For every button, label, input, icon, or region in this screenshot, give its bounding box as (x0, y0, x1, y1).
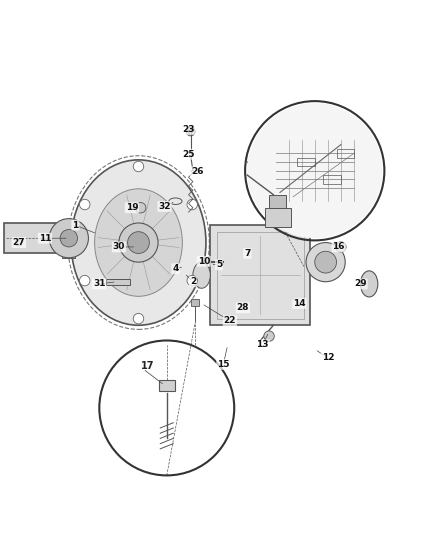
Ellipse shape (95, 189, 182, 296)
Bar (62, 219, 75, 258)
Circle shape (60, 230, 78, 247)
FancyBboxPatch shape (210, 225, 311, 325)
Ellipse shape (71, 160, 206, 325)
Text: 30: 30 (113, 243, 125, 252)
Circle shape (187, 199, 198, 210)
Text: 22: 22 (224, 317, 236, 326)
Text: 14: 14 (293, 299, 306, 308)
Circle shape (80, 276, 90, 286)
Circle shape (15, 239, 22, 246)
Circle shape (127, 232, 149, 254)
Bar (269, 195, 286, 208)
Text: 13: 13 (256, 341, 269, 349)
Text: 27: 27 (13, 238, 25, 247)
Circle shape (133, 313, 144, 324)
Text: 7: 7 (244, 249, 251, 258)
Circle shape (80, 199, 90, 210)
Circle shape (187, 276, 198, 286)
Text: 29: 29 (354, 279, 367, 288)
Bar (217, 232, 304, 319)
Text: 1: 1 (72, 221, 78, 230)
Circle shape (133, 161, 144, 172)
Circle shape (306, 243, 345, 282)
Bar (297, 158, 315, 166)
Circle shape (247, 103, 382, 238)
Text: 26: 26 (191, 167, 204, 176)
Bar (265, 208, 291, 228)
Text: 25: 25 (182, 150, 195, 159)
Text: 12: 12 (321, 353, 334, 362)
FancyBboxPatch shape (4, 223, 64, 254)
Circle shape (135, 203, 146, 213)
Bar (159, 379, 175, 391)
Circle shape (186, 127, 195, 136)
Bar (191, 299, 199, 305)
Text: 15: 15 (217, 360, 230, 369)
Circle shape (49, 219, 88, 258)
Text: 31: 31 (93, 279, 106, 288)
Circle shape (264, 331, 274, 341)
Text: 11: 11 (39, 233, 51, 243)
Circle shape (119, 223, 158, 262)
Text: 2: 2 (190, 277, 196, 286)
Ellipse shape (193, 262, 210, 288)
Circle shape (315, 251, 336, 273)
Circle shape (336, 241, 346, 252)
Text: 28: 28 (237, 303, 249, 312)
Bar (323, 175, 341, 184)
Ellipse shape (360, 271, 378, 297)
Text: 19: 19 (126, 203, 138, 212)
Text: 17: 17 (141, 361, 154, 371)
Text: 32: 32 (159, 202, 171, 211)
Text: 10: 10 (198, 257, 210, 266)
Text: 5: 5 (216, 260, 222, 269)
Bar (106, 279, 130, 285)
Text: 23: 23 (182, 125, 195, 134)
Text: 16: 16 (332, 243, 345, 252)
Text: 4: 4 (172, 264, 179, 273)
Bar (336, 149, 354, 158)
